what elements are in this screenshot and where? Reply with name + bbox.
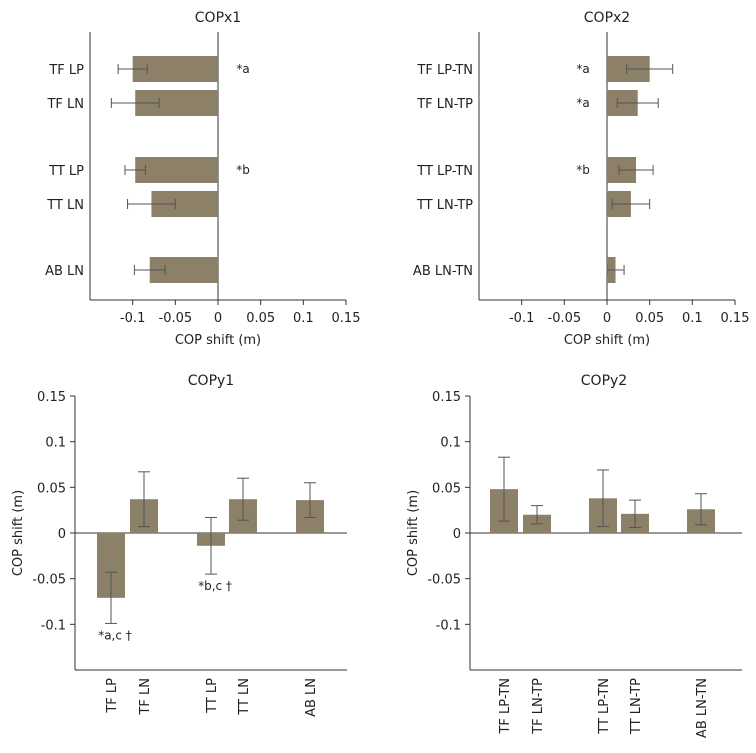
y-tick-label: 0 — [453, 527, 461, 542]
category-label: AB LN-TN — [695, 678, 710, 738]
copy1-panel: COPy1 0.15 0.1 0.05 0 -0.05 -0.1 COP shift (m) T… — [11, 373, 347, 717]
x-tick-label: 0.1 — [293, 311, 314, 326]
significance-annotation: *a,c † — [98, 628, 132, 642]
significance-annotation: *b — [236, 163, 250, 177]
category-label: TF LP-TN — [416, 63, 473, 78]
y-tick-label: 0.1 — [440, 436, 461, 451]
y-tick-label: 0.15 — [432, 390, 461, 405]
category-label: TT LP — [48, 164, 84, 179]
category-label: TF LN — [46, 97, 84, 112]
category-label: TF LP — [48, 63, 84, 78]
x-tick-label: 0.15 — [332, 311, 361, 326]
x-tick-label: -0.1 — [120, 311, 145, 326]
x-tick-label: -0.05 — [548, 311, 582, 326]
significance-annotation: *a — [236, 62, 249, 76]
y-axis-label: COP shift (m) — [11, 490, 26, 576]
y-tick-label: 0.05 — [432, 481, 461, 496]
chart-title: COPy2 — [581, 373, 627, 389]
category-label: TF LN-TP — [531, 678, 546, 735]
category-label: TF LP-TN — [498, 678, 513, 735]
y-tick-label: 0 — [58, 527, 66, 542]
y-tick-label: 0.05 — [37, 481, 66, 496]
category-label: TT LN-TP — [416, 198, 473, 213]
x-tick-label: 0.15 — [721, 311, 750, 326]
y-tick-label: -0.05 — [427, 573, 461, 588]
y-tick-label: 0.15 — [37, 390, 66, 405]
category-label: TF LN — [138, 678, 153, 716]
x-tick-label: 0.05 — [246, 311, 275, 326]
y-tick-label: -0.1 — [436, 618, 461, 633]
copx2-panel: COPx2 -0.1 -0.05 0 0.05 0.1 0.15 COP shift (m) T… — [413, 10, 750, 348]
category-label: TT LP — [205, 678, 220, 714]
y-tick-label: 0.1 — [45, 436, 66, 451]
significance-annotation: *a — [576, 62, 589, 76]
category-label: TF LP — [105, 678, 120, 714]
significance-annotation: *b — [576, 163, 590, 177]
x-tick-label: 0 — [214, 311, 222, 326]
category-label: TT LN-TP — [629, 678, 644, 735]
x-tick-label: -0.05 — [159, 311, 193, 326]
bar — [135, 157, 218, 183]
chart-title: COPx1 — [195, 10, 241, 26]
x-tick-label: 0.1 — [682, 311, 703, 326]
category-label: TT LP-TN — [597, 678, 612, 735]
significance-annotation: *b,c † — [198, 579, 232, 593]
x-axis-label: COP shift (m) — [175, 333, 261, 348]
category-label: AB LN-TN — [413, 264, 473, 279]
category-label: TF LN-TP — [416, 97, 473, 112]
chart-title: COPy1 — [188, 373, 234, 389]
copx1-panel: COPx1 -0.1 -0.05 0 0.05 0.1 0.15 COP shift (m) T… — [45, 10, 360, 348]
chart-title: COPx2 — [584, 10, 630, 26]
category-label: AB LN — [45, 264, 84, 279]
category-label: TT LN — [46, 198, 84, 213]
category-label: AB LN — [304, 678, 319, 717]
x-tick-label: 0 — [603, 311, 611, 326]
x-tick-label: -0.1 — [509, 311, 534, 326]
copy2-panel: COPy2 0.15 0.1 0.05 0 -0.05 -0.1 COP shift (m) T… — [406, 373, 742, 738]
category-label: TT LN — [237, 678, 252, 716]
y-axis-label: COP shift (m) — [406, 490, 421, 576]
y-tick-label: -0.05 — [32, 573, 66, 588]
significance-annotation: *a — [576, 96, 589, 110]
x-tick-label: 0.05 — [635, 311, 664, 326]
x-axis-label: COP shift (m) — [564, 333, 650, 348]
y-tick-label: -0.1 — [41, 618, 66, 633]
category-label: TT LP-TN — [416, 164, 473, 179]
